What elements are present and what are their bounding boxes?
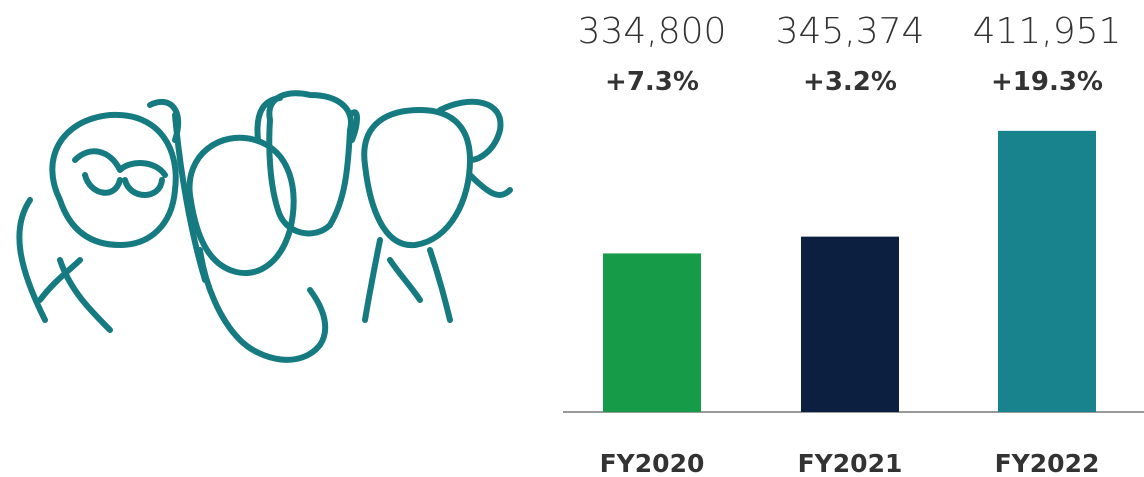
growth-label: +3.2% xyxy=(803,67,897,97)
people-illustration xyxy=(16,90,513,363)
x-tick-label: FY2021 xyxy=(798,449,903,477)
bar xyxy=(603,253,701,412)
value-label: 334,800 xyxy=(578,11,727,52)
growth-label: +19.3% xyxy=(991,67,1103,97)
x-tick-label: FY2022 xyxy=(995,449,1100,477)
growth-label: +7.3% xyxy=(605,67,699,97)
bar xyxy=(998,130,1096,412)
bar xyxy=(801,236,899,412)
x-tick-label: FY2020 xyxy=(600,449,705,477)
value-label: 411,951 xyxy=(973,11,1122,52)
value-label: 345,374 xyxy=(776,11,925,52)
